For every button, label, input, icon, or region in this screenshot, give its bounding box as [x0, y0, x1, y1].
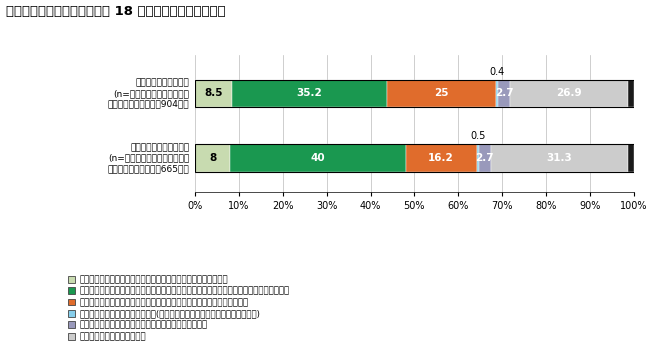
- Bar: [195, 144, 230, 172]
- Text: 8: 8: [209, 153, 216, 163]
- Bar: [498, 80, 510, 107]
- Text: 2.7: 2.7: [495, 89, 514, 98]
- Text: 40: 40: [311, 153, 325, 163]
- Bar: [491, 144, 628, 172]
- Text: 35.2: 35.2: [296, 89, 322, 98]
- Bar: [497, 80, 498, 107]
- Bar: [476, 144, 479, 172]
- Text: 25: 25: [434, 89, 449, 98]
- Bar: [232, 80, 387, 107]
- Text: 図表１　無期転換ルール（第 18 条）への対応状況・方針: 図表１ 無期転換ルール（第 18 条）への対応状況・方針: [6, 5, 226, 18]
- Bar: [195, 80, 232, 107]
- Bar: [628, 80, 634, 107]
- Text: 0.4: 0.4: [489, 67, 505, 77]
- Bar: [195, 144, 634, 172]
- Bar: [406, 144, 476, 172]
- Text: 8.5: 8.5: [204, 89, 223, 98]
- Bar: [387, 80, 497, 107]
- Bar: [195, 80, 634, 107]
- Bar: [628, 144, 634, 172]
- Legend: 有期契約が更新を含めて通算５年を超えないように運用していく, 通算５年を超える有期契約労働者から、申込みがなされた段階で無期契約に切り換えていく, 有期契約労働: 有期契約が更新を含めて通算５年を超えないように運用していく, 通算５年を超える有…: [68, 275, 290, 342]
- Text: 31.3: 31.3: [547, 153, 572, 163]
- Text: 0.5: 0.5: [470, 131, 486, 141]
- Text: 26.9: 26.9: [556, 89, 582, 98]
- Bar: [230, 144, 406, 172]
- Bar: [479, 144, 491, 172]
- Bar: [510, 80, 628, 107]
- Text: 16.2: 16.2: [428, 153, 454, 163]
- Text: 2.7: 2.7: [476, 153, 494, 163]
